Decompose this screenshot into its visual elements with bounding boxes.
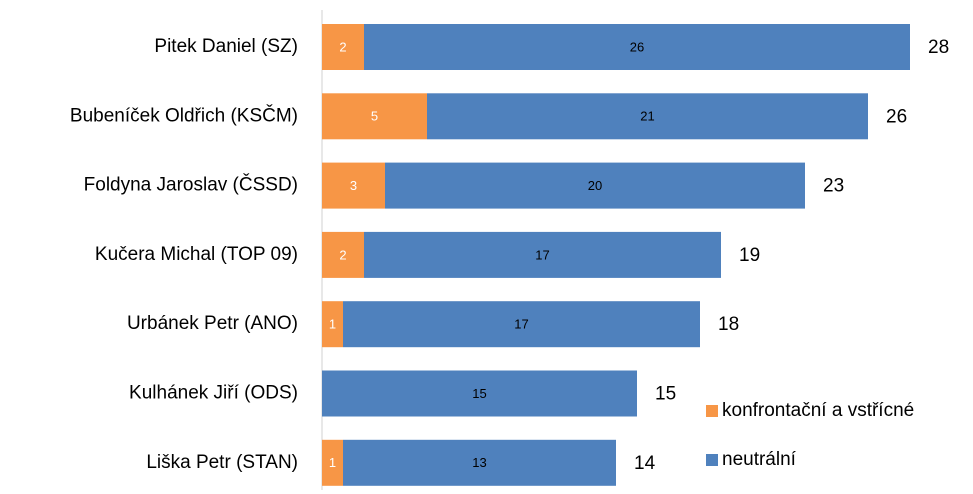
category-label: Kulhánek Jiří (ODS) bbox=[129, 383, 298, 404]
segment-label: 1 bbox=[329, 317, 336, 332]
bar-segment bbox=[343, 301, 700, 348]
bar-segment bbox=[364, 231, 721, 278]
segment-label: 17 bbox=[535, 247, 549, 262]
category-label: Urbánek Petr (ANO) bbox=[127, 313, 298, 334]
bar-segment bbox=[343, 439, 616, 486]
segment-label: 3 bbox=[350, 178, 357, 193]
bar-segment bbox=[322, 162, 385, 209]
legend-label: neutrální bbox=[722, 449, 797, 470]
total-label: 14 bbox=[634, 453, 656, 474]
segment-label: 13 bbox=[472, 455, 486, 470]
total-label: 15 bbox=[655, 384, 676, 405]
category-label: Liška Petr (STAN) bbox=[146, 452, 298, 473]
segment-label: 5 bbox=[371, 109, 378, 124]
segment-label: 17 bbox=[514, 317, 528, 332]
segment-label: 2 bbox=[339, 39, 346, 54]
category-label: Foldyna Jaroslav (ČSSD) bbox=[84, 174, 298, 196]
bar-segment bbox=[427, 93, 868, 140]
bar-segment bbox=[322, 301, 343, 348]
bar-segment bbox=[322, 24, 364, 70]
bar-segment bbox=[322, 93, 427, 140]
segment-label: 20 bbox=[588, 178, 602, 193]
total-label: 23 bbox=[823, 176, 844, 197]
legend-swatch bbox=[706, 405, 718, 417]
category-label: Pitek Daniel (SZ) bbox=[154, 36, 298, 57]
bar-segment bbox=[322, 439, 343, 486]
total-label: 19 bbox=[739, 245, 760, 266]
bar-segment bbox=[322, 231, 364, 278]
category-label: Kučera Michal (TOP 09) bbox=[95, 244, 298, 265]
segment-label: 15 bbox=[472, 386, 486, 401]
category-label: Bubeníček Oldřich (KSČM) bbox=[70, 104, 298, 126]
legend-swatch bbox=[706, 454, 718, 466]
legend-label: konfrontační a vstřícné bbox=[722, 400, 914, 421]
segment-label: 1 bbox=[329, 455, 336, 470]
total-label: 26 bbox=[886, 106, 907, 127]
total-label: 18 bbox=[718, 314, 739, 335]
bar-segment bbox=[364, 24, 910, 70]
segment-label: 2 bbox=[339, 247, 346, 262]
total-label: 28 bbox=[928, 37, 949, 58]
bar-segment bbox=[385, 162, 805, 209]
segment-label: 21 bbox=[640, 109, 654, 124]
bar-segment bbox=[322, 370, 637, 417]
segment-label: 26 bbox=[630, 39, 644, 54]
